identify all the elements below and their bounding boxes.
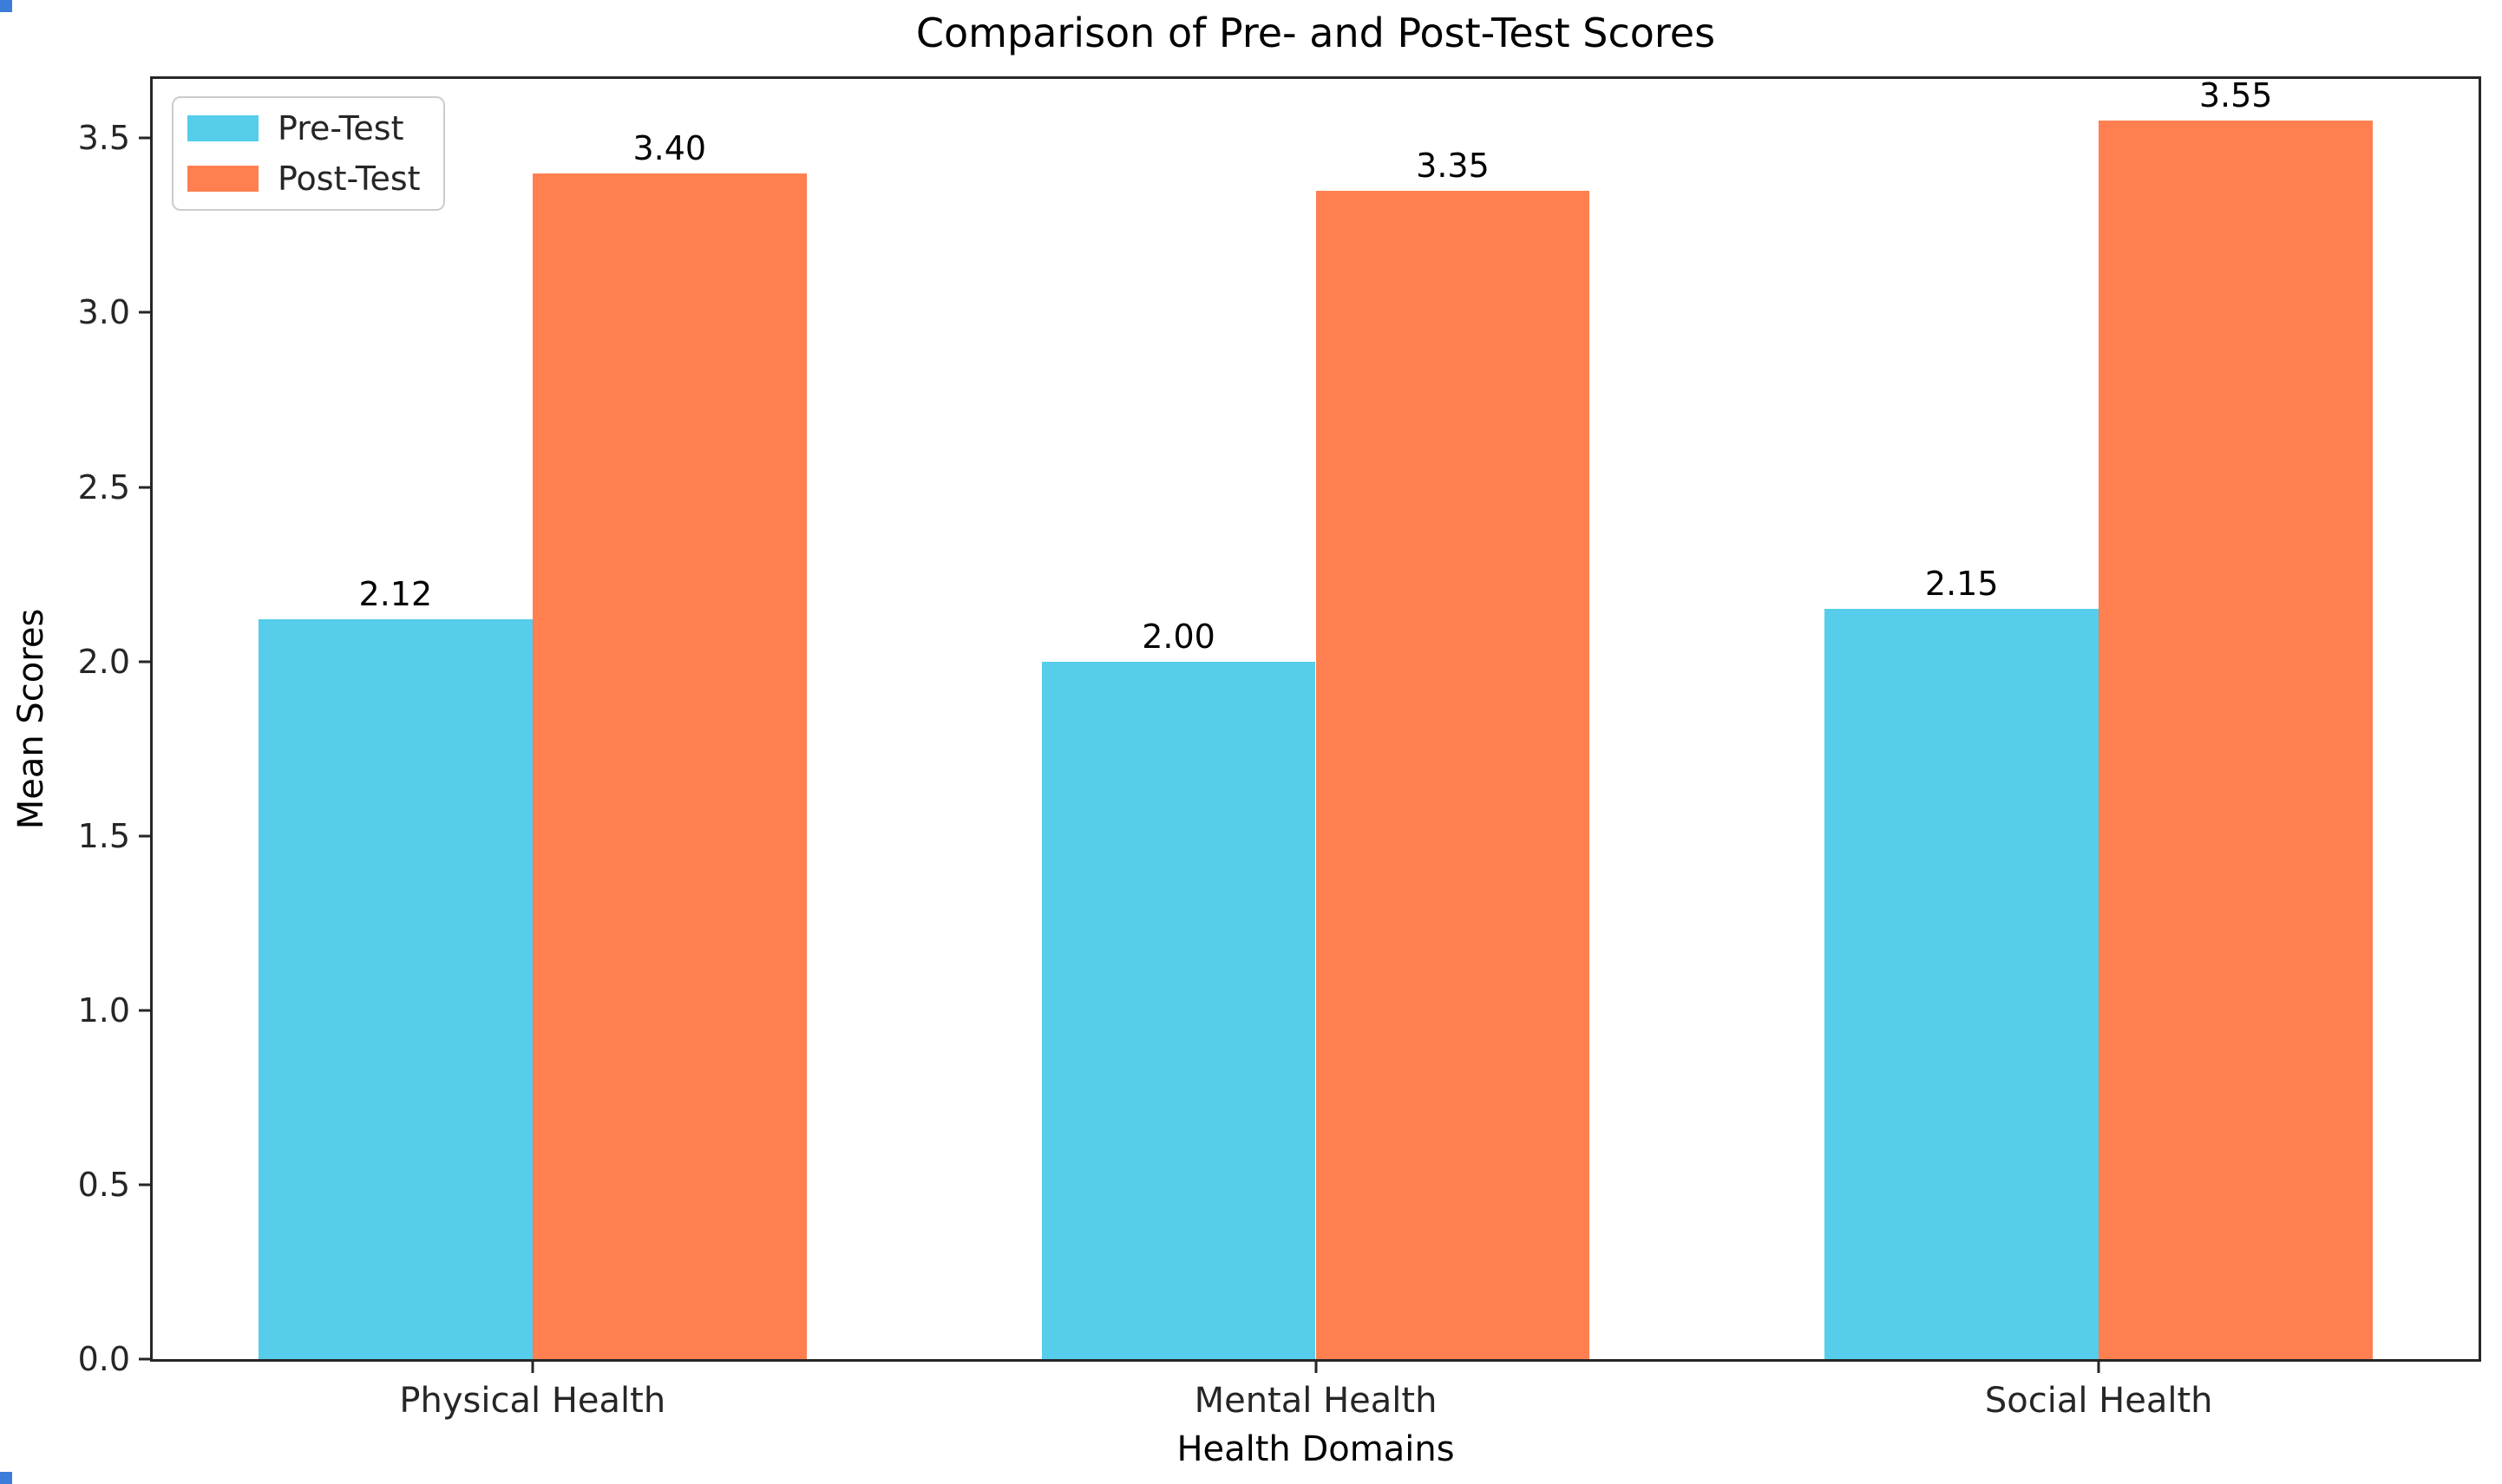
bar-post-test-social-health: [2099, 121, 2374, 1359]
y-tick-mark-3.0: [139, 311, 153, 314]
legend-item-post-test: Post-Test: [187, 160, 421, 197]
y-tick-label-1.5: 1.5: [77, 816, 130, 855]
legend: Pre-Test Post-Test: [172, 96, 445, 211]
x-tick-mark-mental-health: [1314, 1359, 1317, 1373]
value-label-pre-test-physical-health: 2.12: [358, 575, 433, 614]
selection-handle-top-left[interactable]: [0, 0, 12, 12]
bar-pre-test-mental-health: [1041, 661, 1316, 1359]
legend-label-post-test: Post-Test: [278, 160, 421, 198]
x-tick-label-physical-health: Physical Health: [399, 1381, 666, 1421]
x-tick-mark-social-health: [2097, 1359, 2100, 1373]
x-axis-label: Health Domains: [1176, 1429, 1455, 1469]
value-label-pre-test-social-health: 2.15: [1924, 565, 1999, 604]
y-tick-label-3.5: 3.5: [77, 119, 130, 158]
x-tick-label-social-health: Social Health: [1984, 1381, 2213, 1421]
y-tick-mark-0.5: [139, 1183, 153, 1187]
bar-post-test-physical-health: [532, 173, 807, 1359]
y-tick-mark-2.0: [139, 660, 153, 664]
legend-item-pre-test: Pre-Test: [187, 110, 421, 147]
y-axis-label: Mean Scores: [11, 608, 51, 830]
y-tick-label-3.0: 3.0: [77, 293, 130, 332]
y-tick-mark-1.0: [139, 1009, 153, 1012]
x-tick-label-mental-health: Mental Health: [1194, 1381, 1438, 1421]
x-tick-mark-physical-health: [531, 1359, 534, 1373]
y-tick-mark-3.5: [139, 136, 153, 140]
y-tick-label-0.0: 0.0: [77, 1340, 130, 1378]
y-tick-mark-0.0: [139, 1357, 153, 1361]
bar-pre-test-physical-health: [258, 619, 533, 1359]
y-tick-label-0.5: 0.5: [77, 1165, 130, 1204]
plot-area: 0.0 0.5 1.0 1.5 2.0 2.5 3.0 3.5 2.12 3.40 2.00 3.3…: [78, 76, 2481, 1420]
y-tick-mark-1.5: [139, 834, 153, 838]
y-tick-label-2.5: 2.5: [77, 467, 130, 507]
y-tick-label-2.0: 2.0: [77, 642, 130, 681]
legend-label-pre-test: Pre-Test: [278, 109, 404, 147]
value-label-post-test-physical-health: 3.40: [632, 128, 707, 167]
selection-handle-bottom-left[interactable]: [0, 1472, 12, 1484]
y-tick-label-1.0: 1.0: [77, 990, 130, 1030]
value-label-post-test-social-health: 3.55: [2198, 76, 2273, 115]
legend-swatch-post-test: [187, 166, 259, 192]
value-label-post-test-mental-health: 3.35: [1416, 146, 1490, 185]
bar-post-test-mental-health: [1315, 190, 1590, 1359]
legend-swatch-pre-test: [187, 115, 259, 141]
bar-pre-test-social-health: [1824, 609, 2099, 1359]
chart-title: Comparison of Pre- and Post-Test Scores: [915, 10, 1716, 56]
y-tick-mark-2.5: [139, 486, 153, 489]
value-label-pre-test-mental-health: 2.00: [1142, 617, 1215, 656]
